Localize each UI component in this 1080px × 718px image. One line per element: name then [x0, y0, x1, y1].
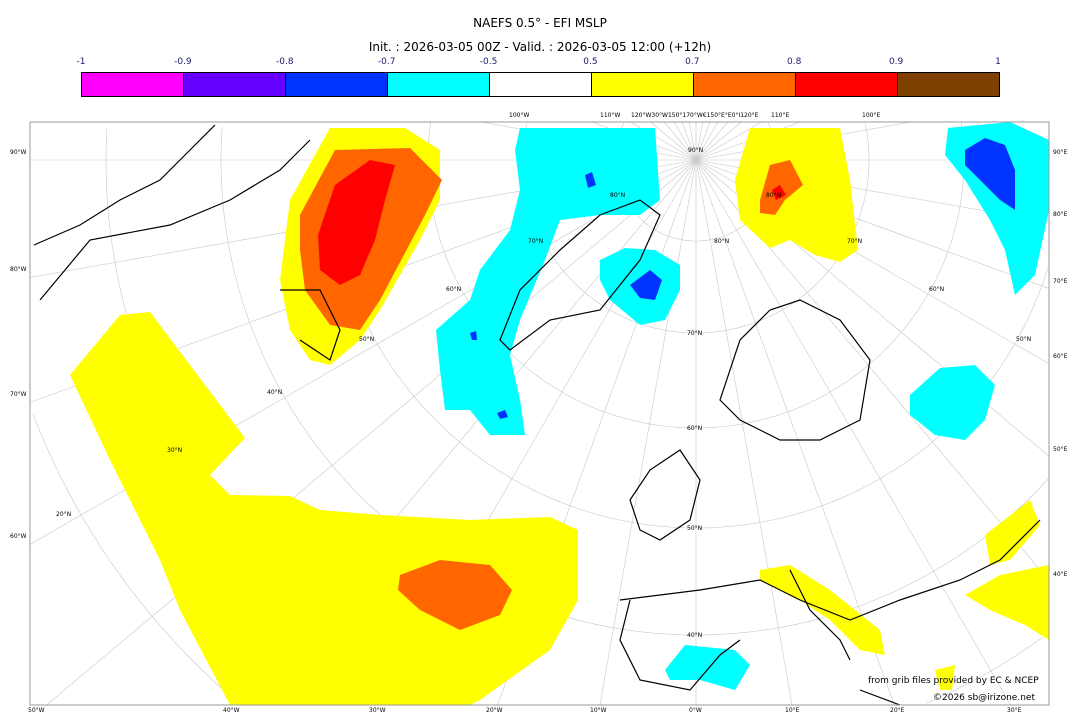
graticule-label: 110°E — [771, 112, 790, 119]
efi-fill-red — [318, 160, 786, 285]
graticule-label: 60°N — [687, 425, 703, 432]
parallel-line — [696, 122, 965, 429]
graticule-label: 60°W — [10, 533, 27, 540]
meridian-line — [695, 122, 742, 161]
colorbar-tick-label: 0.9 — [888, 57, 904, 67]
graticule-label: 100°E — [862, 112, 881, 119]
figure-title: NAEFS 0.5° - EFI MSLP — [473, 16, 607, 30]
meridian-line — [695, 159, 1011, 705]
graticule-label: 80°W — [10, 266, 27, 273]
graticule-label: 50°N — [687, 525, 703, 532]
graticule-label: 30°N — [167, 447, 183, 454]
graticule-label: 110°W — [600, 112, 621, 119]
parallel-line — [32, 414, 240, 705]
graticule-label: 80°E — [1053, 211, 1068, 218]
meridian-line — [681, 122, 697, 161]
graticule-label: 40°E — [1053, 571, 1068, 578]
graticule-label: 60°E — [1053, 353, 1068, 360]
colorbar-swatch — [184, 73, 286, 96]
colorbar-swatch — [286, 73, 388, 96]
graticule-label: 20°E — [890, 707, 905, 714]
copyright: ©2026 sb@irizone.net — [933, 693, 1035, 703]
parallel-line — [926, 637, 1043, 704]
graticule-label: 50°N — [359, 336, 375, 343]
graticule-label: 20°N — [56, 511, 72, 518]
graticule-label: 10°E — [785, 707, 800, 714]
graticule-label: 40°N — [267, 389, 283, 396]
meridian-line — [695, 122, 719, 161]
colorbar-tick-label: -0.9 — [174, 57, 192, 67]
colorbar-tick-label: 0.5 — [583, 57, 598, 67]
graticule-label: 30°W — [369, 707, 386, 714]
graticule-label: 0°W — [689, 707, 702, 714]
parallel-line — [696, 123, 870, 334]
meridian-line — [663, 122, 697, 161]
colorbar-tick-label: -1 — [76, 57, 86, 67]
graticule-label: 80°N — [610, 192, 626, 199]
colorbar-swatch — [898, 73, 999, 96]
graticule-label: 80°N — [766, 192, 782, 199]
graticule-label: 10°W — [590, 707, 607, 714]
graticule-label: 60°N — [446, 286, 462, 293]
colorbar-swatch — [592, 73, 694, 96]
colorbar-tick-label: -0.7 — [377, 57, 396, 67]
colorbar-swatch — [694, 73, 796, 96]
parallel-line — [695, 267, 1049, 529]
graticule-label: 120°W30°W150°170°W€150°E°E0°I120°E — [631, 112, 759, 119]
colorbar — [81, 72, 1000, 97]
meridian-line — [46, 159, 697, 705]
graticule-label: 50°W — [28, 707, 45, 714]
graticule-label: 20°W — [486, 707, 503, 714]
graticule-label: 70°W — [10, 391, 27, 398]
graticule-label: 50°E — [1053, 446, 1068, 453]
graticule-label: 90°E — [1053, 149, 1068, 156]
graticule-label: 90°W — [10, 149, 27, 156]
colorbar-swatch — [796, 73, 898, 96]
graticule-label: 50°N — [1016, 336, 1032, 343]
meridian-line — [695, 122, 711, 161]
meridian-line — [695, 159, 895, 705]
colorbar-tick-label: 1 — [995, 57, 1001, 67]
meridian-line — [689, 122, 697, 161]
graticule-label: 70°N — [847, 238, 863, 245]
source-credit: from grib files provided by EC & NCEP — [868, 676, 1039, 686]
graticule-label: 70°E — [1053, 278, 1068, 285]
meridian-line — [673, 122, 697, 161]
colorbar-tick-label: -0.8 — [275, 57, 294, 67]
figure-subtitle: Init. : 2026-03-05 00Z - Valid. : 2026-0… — [368, 40, 712, 54]
graticule-label: 60°N — [929, 286, 945, 293]
colorbar-swatch — [490, 73, 592, 96]
meridian-line — [650, 122, 697, 161]
colorbar-swatch — [82, 73, 184, 96]
graticule-label: 40°W — [223, 707, 240, 714]
efi-fill-blue — [470, 138, 1015, 419]
graticule-label: 30°E — [1007, 707, 1022, 714]
graticule-label: 70°N — [687, 330, 703, 337]
meridian-line — [599, 159, 697, 705]
meridian-line — [695, 122, 729, 161]
meridian-line — [695, 122, 703, 161]
colorbar-tick-label: 0.8 — [787, 57, 802, 67]
map-frame — [29, 121, 1050, 706]
meridian-line — [695, 159, 793, 705]
graticule-label: 40°N — [687, 632, 703, 639]
graticule-label: 70°N — [528, 238, 544, 245]
graticule-label: 100°W — [509, 112, 530, 119]
graticule-label: 80°N — [714, 238, 730, 245]
colorbar-tick-label: 0.7 — [685, 57, 700, 67]
graticule-label: 90°N — [688, 147, 704, 154]
coastlines — [33, 124, 1041, 705]
colorbar-tick-label: -0.5 — [479, 57, 498, 67]
colorbar-swatch — [388, 73, 490, 96]
